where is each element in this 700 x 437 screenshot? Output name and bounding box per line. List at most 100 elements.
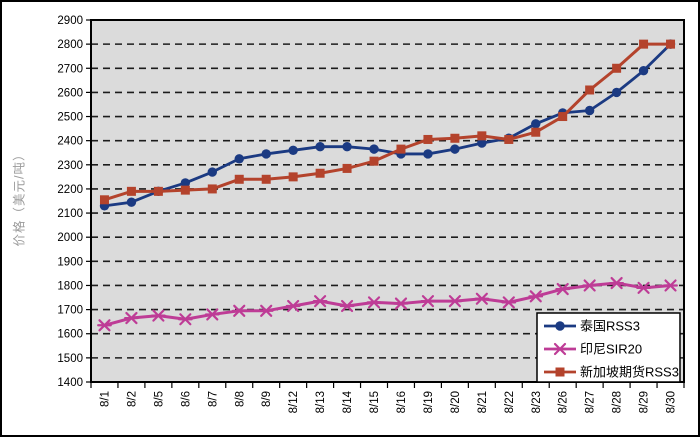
data-point-asterisk — [636, 281, 651, 294]
data-point-asterisk — [447, 295, 463, 308]
data-point-circle — [531, 119, 541, 129]
data-point-circle — [450, 144, 460, 154]
data-point-asterisk — [258, 304, 274, 317]
x-tick-label: 8/26 — [558, 391, 570, 413]
data-point-asterisk — [582, 279, 598, 292]
legend: 泰国RSS3 印尼SIR20 新加坡期货RSS3 — [536, 312, 681, 383]
legend-item-singapore-futures-rss3: 新加坡期货RSS3 — [544, 365, 679, 380]
data-point-circle — [342, 142, 352, 152]
y-tick-label: 1900 — [57, 256, 83, 268]
data-point-asterisk — [204, 308, 220, 321]
legend-label: 印尼SIR20 — [580, 342, 642, 357]
y-tick-label: 2300 — [57, 160, 83, 172]
data-point-square — [315, 168, 325, 178]
data-point-square — [423, 134, 433, 144]
data-point-asterisk — [150, 309, 166, 322]
data-point-asterisk — [339, 299, 355, 313]
x-tick-label: 8/8 — [234, 391, 246, 407]
y-tick-label: 2600 — [57, 87, 83, 99]
data-point-circle — [477, 138, 487, 148]
x-axis: 8/1 8/2 8/5 8/6 8/7 8/8 8/9 8/12 8/13 8/14 8/15 8/1… — [90, 382, 685, 413]
x-tick-label: 8/27 — [585, 391, 597, 413]
data-point-circle — [261, 149, 271, 159]
data-point-asterisk — [177, 313, 193, 326]
data-point-asterisk — [663, 279, 678, 292]
data-point-circle — [180, 178, 191, 188]
y-tick-label: 2000 — [57, 232, 83, 244]
x-tick-label: 8/23 — [531, 391, 543, 413]
y-axis: 1400 1500 1600 1700 1800 1900 2000 2100 2200 2300… — [57, 15, 91, 389]
data-point-square — [639, 39, 649, 49]
data-point-square — [234, 174, 244, 184]
data-point-asterisk — [501, 296, 517, 309]
legend-item-thailand-rss3: 泰国RSS3 — [544, 319, 640, 334]
x-tick-label: 8/7 — [207, 391, 219, 407]
series-singapore-futures-rss3 — [99, 39, 676, 205]
data-point-square — [180, 185, 190, 195]
x-tick-label: 8/21 — [477, 391, 489, 413]
y-tick-label: 2900 — [57, 15, 83, 27]
y-tick-label: 2500 — [57, 112, 83, 124]
data-point-circle — [555, 321, 565, 331]
plot-border — [90, 19, 685, 383]
data-point-square — [288, 172, 298, 182]
x-tick-label: 8/28 — [612, 391, 624, 413]
x-tick-label: 8/20 — [450, 391, 462, 413]
x-tick-label: 8/15 — [369, 391, 381, 413]
data-point-circle — [611, 87, 622, 98]
x-tick-label: 8/14 — [342, 390, 354, 413]
y-tick-label: 1700 — [57, 305, 83, 317]
series-line — [102, 42, 673, 202]
y-tick-label: 2700 — [57, 63, 83, 75]
y-tick-label: 2400 — [57, 136, 83, 148]
data-point-square — [504, 134, 514, 144]
x-tick-label: 8/30 — [666, 391, 678, 413]
data-point-square — [369, 156, 379, 166]
data-point-circle — [423, 149, 433, 159]
x-tick-label: 8/1 — [99, 391, 111, 407]
x-tick-label: 8/19 — [423, 391, 435, 413]
data-point-circle — [234, 154, 244, 164]
x-tick-label: 8/29 — [639, 391, 651, 413]
y-tick-label: 2100 — [57, 208, 83, 220]
x-tick-label: 8/22 — [504, 391, 516, 413]
y-tick-label: 2200 — [57, 184, 83, 196]
data-point-circle — [369, 144, 379, 154]
data-point-circle — [126, 197, 137, 207]
data-point-square — [666, 39, 676, 49]
legend-label: 新加坡期货RSS3 — [580, 365, 679, 380]
y-axis-title: 价格（美元/吨） — [12, 147, 27, 247]
x-tick-label: 8/12 — [288, 391, 300, 413]
y-tick-label: 1400 — [57, 377, 83, 389]
data-point-square — [396, 144, 406, 154]
data-point-asterisk — [231, 304, 247, 317]
data-point-square — [531, 127, 541, 137]
data-point-square — [126, 186, 136, 196]
data-point-square — [450, 133, 460, 143]
data-point-square — [153, 186, 163, 196]
data-point-asterisk — [97, 319, 112, 332]
y-tick-label: 1500 — [57, 353, 83, 365]
data-point-square — [585, 85, 595, 95]
x-tick-label: 8/2 — [126, 391, 138, 407]
data-point-asterisk — [312, 295, 328, 308]
legend-item-indonesia-sir20: 印尼SIR20 — [544, 342, 642, 357]
data-point-square — [99, 195, 109, 205]
data-point-asterisk — [420, 295, 436, 308]
x-tick-label: 8/16 — [396, 391, 408, 413]
data-point-asterisk — [474, 292, 490, 305]
data-point-circle — [315, 142, 325, 152]
data-point-circle — [207, 167, 217, 177]
data-point-square — [558, 112, 568, 122]
x-tick-label: 8/5 — [153, 391, 165, 407]
data-point-asterisk — [555, 282, 571, 296]
data-point-circle — [584, 105, 595, 116]
data-point-square — [612, 63, 622, 73]
data-point-square — [477, 131, 487, 141]
series-line — [103, 42, 672, 208]
legend-label: 泰国RSS3 — [580, 319, 640, 334]
y-tick-label: 1600 — [57, 329, 83, 341]
data-point-asterisk — [609, 276, 625, 290]
data-point-circle — [638, 65, 649, 76]
x-tick-label: 8/6 — [180, 391, 192, 407]
